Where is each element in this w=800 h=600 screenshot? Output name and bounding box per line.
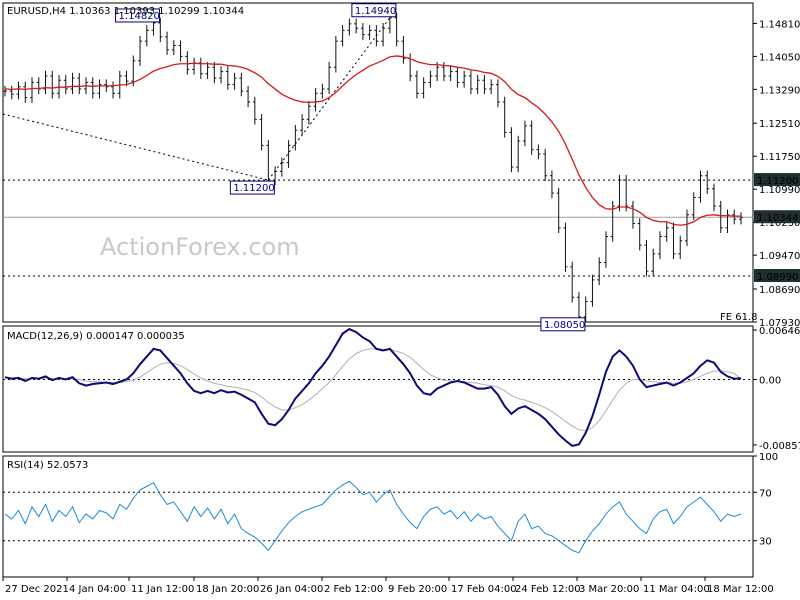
price-tick-label: 1.14810 xyxy=(759,19,800,30)
price-axis-tag-text: 1.11200 xyxy=(757,176,798,187)
rsi-title: RSI(14) 52.0573 xyxy=(7,460,88,471)
macd-tick-label: 0.006468 xyxy=(759,326,800,337)
x-tick-label: 11 Jan 12:00 xyxy=(131,584,194,595)
macd-tick-label: 0.00 xyxy=(759,375,781,386)
price-axis-tag xyxy=(754,268,800,282)
price-label-box xyxy=(351,3,397,18)
x-tick-label: 18 Mar 12:00 xyxy=(707,584,774,595)
price-tick-label: 1.07930 xyxy=(759,318,800,329)
rsi-tick-label: 30 xyxy=(759,537,772,548)
price-tick-label: 1.10230 xyxy=(759,218,800,229)
price-axis-tag xyxy=(754,210,800,224)
x-tick-label: 4 Jan 04:00 xyxy=(69,584,126,595)
price-label-text: 1.08050 xyxy=(544,320,585,331)
x-tick-label: 11 Mar 04:00 xyxy=(643,584,710,595)
price-tick-label: 1.10990 xyxy=(759,185,800,196)
x-tick-label: 24 Feb 12:00 xyxy=(515,584,581,595)
x-tick-label: 3 Mar 20:00 xyxy=(579,584,639,595)
price-label-box xyxy=(229,180,275,195)
pane-frame-3 xyxy=(2,455,754,578)
trend-line-1 xyxy=(2,113,269,181)
rsi-tick-label: 100 xyxy=(759,452,778,463)
price-label-text: 1.14820 xyxy=(119,11,160,22)
price-label-text: 1.11200 xyxy=(233,183,274,194)
pane-frame-1 xyxy=(2,2,754,323)
price-tick-label: 1.08690 xyxy=(759,285,800,296)
chart-header: EURUSD,H4 1.10363 1.10393 1.10299 1.1034… xyxy=(7,6,244,17)
trend-line-2 xyxy=(267,17,391,181)
macd-tick-label: -0.008573 xyxy=(759,441,800,452)
x-tick-label: 26 Jan 04:00 xyxy=(260,584,323,595)
price-label-box xyxy=(115,8,161,23)
price-tick-label: 1.14050 xyxy=(759,52,800,63)
sma-line xyxy=(4,55,741,226)
price-tick-label: 1.11750 xyxy=(759,152,800,163)
price-tick-label: 1.09470 xyxy=(759,251,800,262)
price-tick-label: 1.12510 xyxy=(759,119,800,130)
x-tick-label: 18 Jan 20:00 xyxy=(196,584,259,595)
price-axis-tag xyxy=(754,173,800,187)
price-label-box xyxy=(540,317,586,332)
rsi-line xyxy=(4,480,742,554)
price-label-text: 1.14940 xyxy=(355,6,396,17)
x-tick-label: 2 Feb 12:00 xyxy=(324,584,383,595)
price-axis-tag-text: 1.08990 xyxy=(757,272,798,283)
x-tick-label: 27 Dec 2021 xyxy=(5,584,69,595)
macd-line xyxy=(4,327,742,447)
pane-frame-2 xyxy=(2,325,754,453)
fe-annotation: FE 61.8 xyxy=(720,312,758,323)
x-tick-label: 9 Feb 20:00 xyxy=(388,584,447,595)
x-tick-label: 17 Feb 04:00 xyxy=(451,584,517,595)
macd-signal-line xyxy=(5,348,742,432)
price-tick-label: 1.13290 xyxy=(759,85,800,96)
macd-title: MACD(12,26,9) 0.000147 0.000035 xyxy=(7,331,185,342)
price-axis-tag-text: 1.10344 xyxy=(757,213,798,224)
rsi-tick-label: 70 xyxy=(759,488,772,499)
watermark: ActionForex.com xyxy=(100,233,300,261)
